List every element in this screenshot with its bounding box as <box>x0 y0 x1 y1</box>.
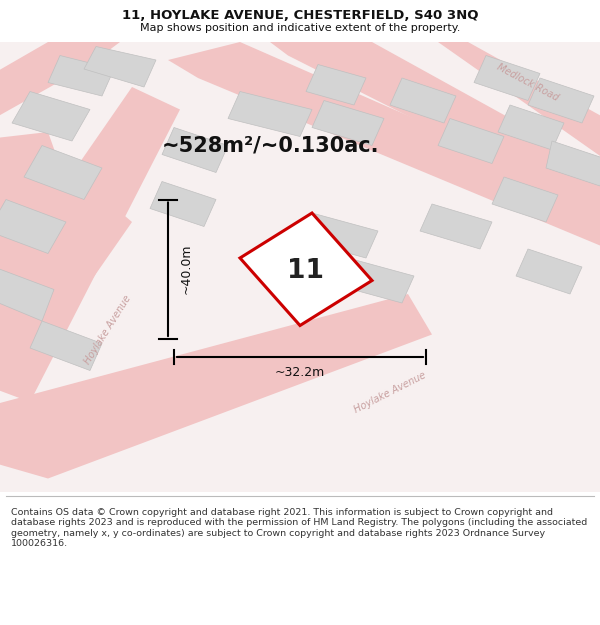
Text: ~32.2m: ~32.2m <box>275 366 325 379</box>
Polygon shape <box>162 127 228 172</box>
Text: Hoylake Avenue: Hoylake Avenue <box>352 371 428 416</box>
Text: 11, HOYLAKE AVENUE, CHESTERFIELD, S40 3NQ: 11, HOYLAKE AVENUE, CHESTERFIELD, S40 3N… <box>122 9 478 22</box>
Text: 11: 11 <box>287 259 325 284</box>
Polygon shape <box>30 321 102 371</box>
Polygon shape <box>270 42 600 213</box>
Polygon shape <box>312 101 384 146</box>
Polygon shape <box>546 141 600 186</box>
Polygon shape <box>420 204 492 249</box>
Polygon shape <box>300 213 378 258</box>
Polygon shape <box>336 258 414 303</box>
Text: Hoylake Avenue: Hoylake Avenue <box>83 294 133 366</box>
Polygon shape <box>0 132 72 276</box>
Polygon shape <box>420 42 600 177</box>
Polygon shape <box>0 42 120 132</box>
Polygon shape <box>0 186 132 326</box>
Polygon shape <box>0 294 432 479</box>
Polygon shape <box>150 181 216 226</box>
Polygon shape <box>498 105 564 150</box>
Polygon shape <box>12 91 90 141</box>
Polygon shape <box>168 42 600 258</box>
Text: ~40.0m: ~40.0m <box>180 244 193 294</box>
Polygon shape <box>0 87 180 402</box>
Polygon shape <box>84 46 156 87</box>
Polygon shape <box>228 91 312 136</box>
Polygon shape <box>306 64 366 105</box>
Polygon shape <box>492 177 558 222</box>
Text: Contains OS data © Crown copyright and database right 2021. This information is : Contains OS data © Crown copyright and d… <box>11 508 587 548</box>
Text: Map shows position and indicative extent of the property.: Map shows position and indicative extent… <box>140 22 460 32</box>
Polygon shape <box>0 199 66 254</box>
Polygon shape <box>474 56 540 101</box>
Polygon shape <box>528 78 594 123</box>
Text: ~528m²/~0.130ac.: ~528m²/~0.130ac. <box>162 136 380 156</box>
Polygon shape <box>48 56 114 96</box>
Text: Medlock Road: Medlock Road <box>496 62 560 103</box>
Polygon shape <box>0 267 54 321</box>
Polygon shape <box>240 213 372 326</box>
Polygon shape <box>390 78 456 123</box>
Polygon shape <box>24 146 102 199</box>
Polygon shape <box>516 249 582 294</box>
Polygon shape <box>438 119 504 164</box>
